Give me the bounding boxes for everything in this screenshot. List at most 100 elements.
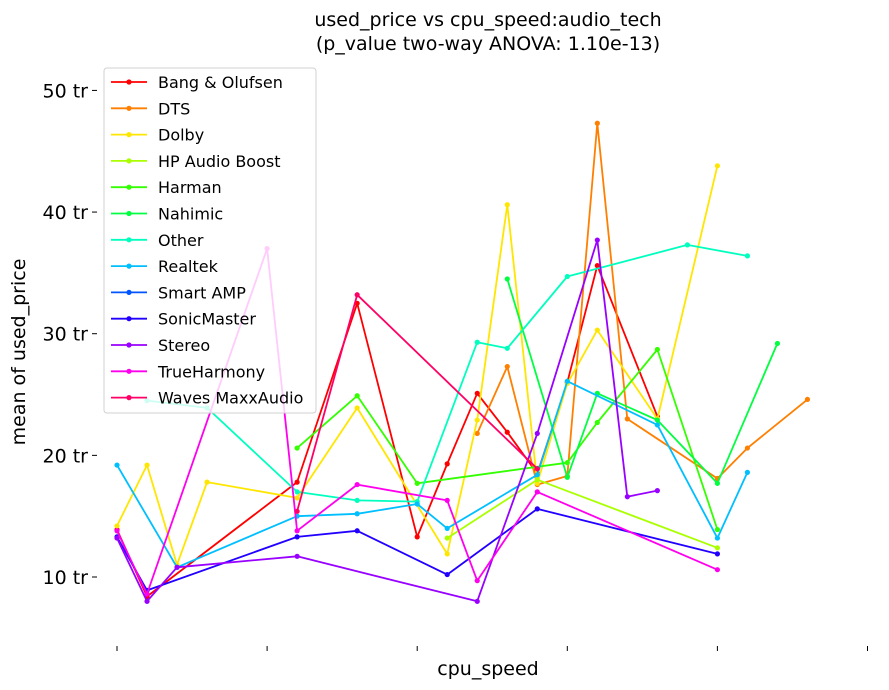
- data-point: [534, 480, 540, 486]
- data-point: [744, 469, 751, 475]
- y-tick-label: 30 tr: [43, 324, 89, 346]
- y-tick-label: 50 tr: [43, 80, 89, 102]
- series-line: [446, 478, 718, 549]
- data-point: [144, 591, 150, 597]
- data-point: [594, 419, 600, 426]
- legend-label: SonicMaster: [158, 310, 256, 329]
- data-point: [474, 430, 480, 437]
- data-point: [594, 120, 600, 126]
- data-point: [564, 273, 570, 280]
- data-point: [534, 477, 540, 483]
- legend-item-nahimic: Nahimic: [111, 205, 223, 224]
- legend-label: Bang & Olufsen: [158, 73, 283, 92]
- y-axis: 10 tr 20 tr 30 tr 40 tr 50 tr: [43, 80, 97, 589]
- data-point: [654, 417, 660, 423]
- legend-marker: [126, 263, 132, 269]
- legend-item-waves-maxxaudio: Waves MaxxAudio: [111, 389, 303, 408]
- chart-title: used_price vs cpu_speed:audio_tech: [314, 9, 661, 31]
- series-harman: [294, 346, 720, 533]
- data-point: [594, 327, 600, 333]
- legend-marker: [126, 105, 132, 111]
- data-point: [294, 553, 300, 559]
- data-point: [684, 242, 690, 248]
- data-point: [294, 489, 300, 495]
- data-point: [474, 390, 480, 396]
- legend-item-other: Other: [111, 231, 204, 250]
- series-sonicmaster: [114, 506, 720, 593]
- y-tick-label: 40 tr: [43, 202, 89, 224]
- data-point: [414, 501, 420, 507]
- legend-label: Smart AMP: [158, 283, 246, 302]
- data-point: [144, 462, 150, 468]
- legend-item-sonicmaster: SonicMaster: [111, 310, 256, 329]
- data-point: [444, 535, 450, 541]
- data-point: [114, 528, 120, 534]
- legend-marker: [126, 132, 132, 138]
- data-point: [594, 262, 600, 269]
- data-point: [504, 429, 510, 435]
- data-point: [444, 551, 450, 557]
- series-line: [146, 244, 748, 503]
- data-point: [474, 417, 480, 423]
- data-point: [354, 292, 360, 298]
- x-axis-label: cpu_speed: [437, 658, 538, 680]
- data-point: [714, 551, 720, 557]
- data-point: [354, 497, 360, 503]
- data-point: [354, 528, 360, 534]
- legend-marker: [126, 210, 132, 217]
- legend-marker: [126, 368, 132, 374]
- data-point: [504, 363, 510, 370]
- data-point: [534, 506, 540, 512]
- legend-label: Realtek: [158, 257, 219, 276]
- data-point: [444, 461, 450, 467]
- data-point: [534, 472, 540, 478]
- legend-item-dolby: Dolby: [111, 126, 204, 145]
- data-point: [114, 535, 120, 541]
- data-point: [444, 497, 450, 503]
- data-point: [714, 545, 720, 551]
- legend-marker: [126, 79, 132, 85]
- data-point: [294, 495, 300, 501]
- data-point: [144, 598, 150, 604]
- data-point: [564, 378, 570, 384]
- legend-label: HP Audio Boost: [158, 152, 281, 171]
- data-point: [624, 494, 630, 500]
- data-point: [624, 416, 630, 422]
- legend-label: Dolby: [158, 126, 204, 145]
- data-point: [714, 526, 720, 533]
- data-point: [354, 481, 360, 488]
- data-point: [444, 571, 450, 578]
- legend-label: TrueHarmony: [157, 362, 265, 381]
- data-point: [114, 462, 120, 468]
- data-point: [474, 598, 480, 604]
- legend-marker: [126, 316, 132, 322]
- legend-item-harman: Harman: [111, 178, 222, 197]
- legend-label: Waves MaxxAudio: [158, 389, 303, 408]
- data-point: [534, 489, 540, 495]
- series-line: [476, 122, 809, 486]
- data-point: [114, 523, 120, 529]
- legend-item-hp-audio-boost: HP Audio Boost: [111, 152, 281, 171]
- legend-item-dts: DTS: [111, 99, 190, 118]
- data-point: [564, 474, 570, 480]
- data-point: [354, 511, 360, 517]
- data-point: [504, 202, 510, 208]
- y-axis-label: mean of used_price: [8, 259, 30, 446]
- legend-label: Harman: [158, 178, 222, 197]
- series-line: [116, 264, 659, 598]
- data-point: [804, 396, 811, 403]
- data-point: [534, 466, 540, 472]
- legend-marker: [126, 158, 132, 164]
- data-point: [294, 508, 300, 514]
- data-point: [774, 340, 781, 347]
- data-point: [654, 422, 660, 428]
- legend-label: Other: [158, 231, 204, 250]
- data-point: [714, 567, 720, 573]
- data-point: [714, 535, 720, 541]
- legend-item-trueharmony: TrueHarmony: [111, 362, 265, 381]
- plot-area: [114, 120, 811, 604]
- data-point: [654, 346, 660, 353]
- data-point: [534, 430, 540, 437]
- legend-item-smart-amp: Smart AMP: [111, 283, 246, 302]
